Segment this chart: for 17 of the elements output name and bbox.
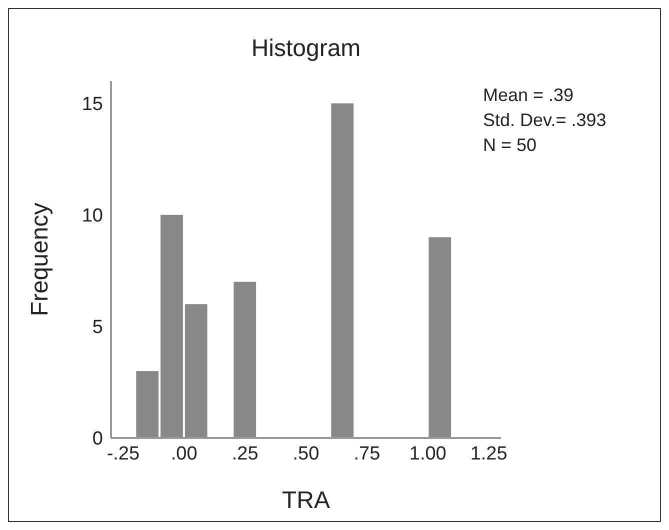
x-tick-label: .25: [232, 443, 258, 464]
chart-title: Histogram: [250, 35, 362, 63]
x-tick-label: .00: [170, 443, 198, 464]
y-tick-label: 10: [82, 206, 103, 227]
x-tick-label: .75: [354, 443, 380, 464]
x-tick-label: 1.25: [470, 443, 508, 464]
y-axis-title: Frequency: [26, 202, 54, 316]
y-tick-label: 0: [92, 428, 103, 450]
x-tick-label: 1.00: [409, 443, 446, 464]
annotation: Mean = .39: [483, 84, 575, 107]
annotation: Std. Dev.= .393: [483, 109, 606, 132]
y-tick-label: 5: [92, 317, 103, 338]
x-axis-title: TRA: [282, 487, 330, 514]
x-tick-label: -.25: [106, 443, 140, 464]
y-tick-label: 15: [82, 94, 103, 116]
annotation: N = 50: [483, 134, 538, 157]
x-tick-label: .50: [292, 443, 320, 464]
